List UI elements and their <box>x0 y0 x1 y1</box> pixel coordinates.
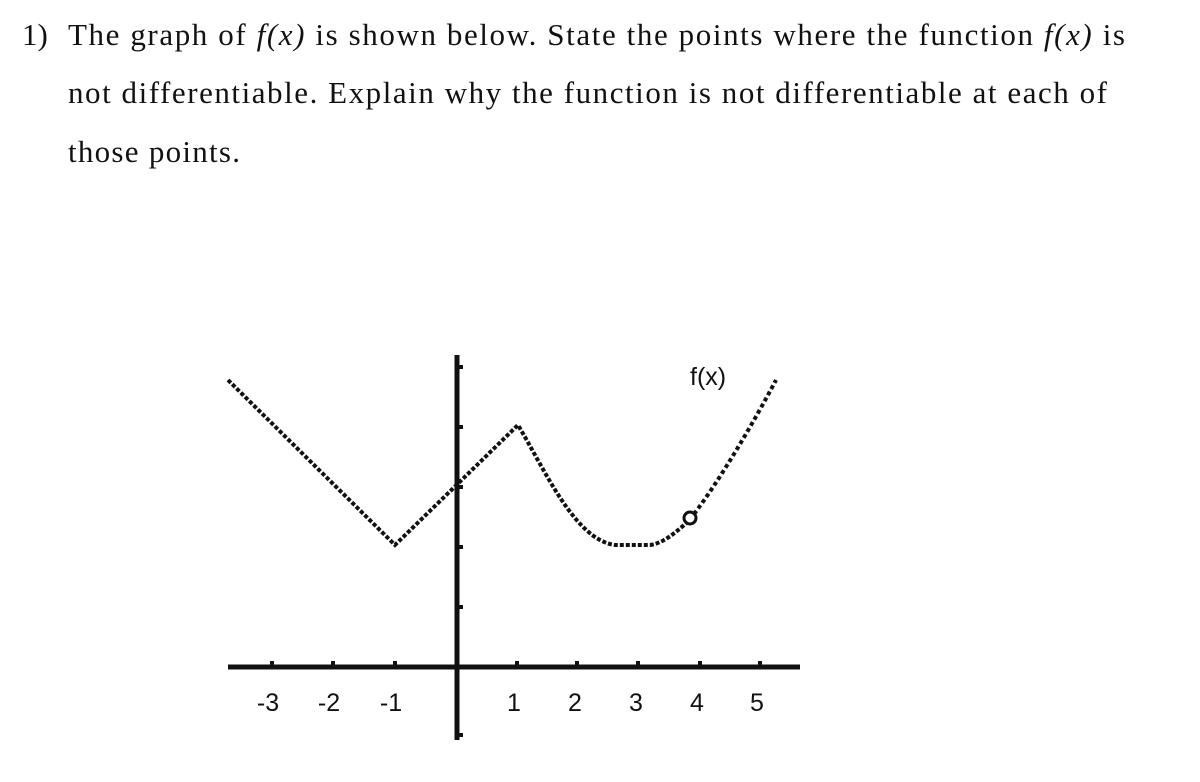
question-line: not differentiable. Explain why the func… <box>68 75 1108 110</box>
curve-label: f(x) <box>690 363 726 391</box>
graph: f(x) -3 -2 -1 1 2 3 4 5 <box>226 355 800 740</box>
x-tick-labels: -3 -2 -1 1 2 3 4 5 <box>257 689 764 717</box>
curve <box>226 378 692 548</box>
x-tick-label: 3 <box>629 689 643 717</box>
question-number: 1) <box>22 17 48 52</box>
question-line: those points. <box>68 134 240 169</box>
text: is shown below. State the points where t… <box>306 17 1042 52</box>
math: f(x) <box>1044 17 1092 52</box>
math: f(x) <box>257 17 305 52</box>
curve <box>692 379 778 516</box>
x-tick-label: 1 <box>507 689 521 717</box>
question-line: The graph of f(x) is shown below. State … <box>68 17 1125 52</box>
x-tick-label: 4 <box>690 689 704 717</box>
x-tick-label: 2 <box>568 689 582 717</box>
text: not differentiable. Explain why the func… <box>68 75 1108 110</box>
text: those points. <box>68 134 240 169</box>
x-tick-label: 5 <box>750 689 764 717</box>
open-point <box>682 510 698 526</box>
x-tick-label: -2 <box>318 689 340 717</box>
x-tick-label: -3 <box>257 689 279 717</box>
text: is <box>1093 17 1125 52</box>
ticks <box>270 365 762 737</box>
x-tick-label: -1 <box>380 689 402 717</box>
text: The graph of <box>68 17 255 52</box>
